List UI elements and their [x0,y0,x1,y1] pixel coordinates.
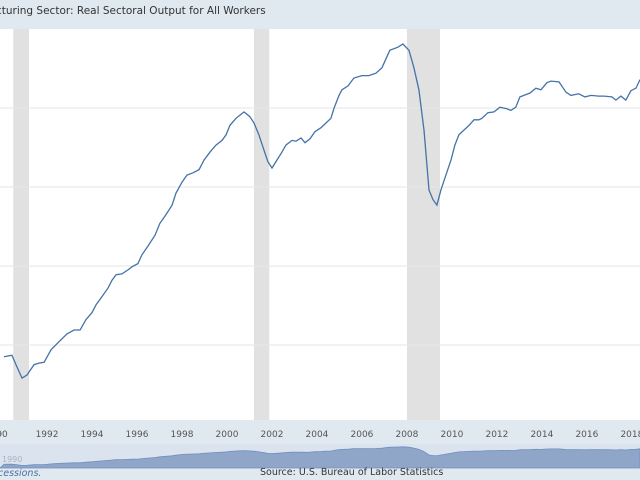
x-tick-label: 1994 [81,430,104,440]
x-tick-label: 2016 [575,430,598,440]
x-tick-label: 2002 [261,430,284,440]
x-tick-label: 90 [0,430,8,440]
x-tick-label: 2012 [485,430,508,440]
navigator-area [0,446,640,469]
x-tick-label: 2018 [620,430,640,440]
recession-note: cessions. [0,468,42,479]
source-text: Source: U.S. Bureau of Labor Statistics [260,467,444,478]
recession-band [13,29,30,420]
recession-bands [13,29,441,420]
series-group [3,43,640,380]
recession-band [406,29,441,420]
x-tick-label: 2000 [216,430,239,440]
gridlines [0,107,640,346]
navigator-label: 1990 [2,455,22,464]
x-tick-label: 2004 [306,430,329,440]
x-tick-label: 1996 [126,430,149,440]
x-tick-label: 2006 [351,430,374,440]
series-line [3,43,640,380]
x-tick-label: 2014 [530,430,553,440]
x-tick-label: 2010 [440,430,463,440]
x-tick-label: 2008 [395,430,418,440]
x-axis: 90 1992 1994 1996 1998 2000 2002 2004 2006 2008 20… [0,430,640,440]
chart-title: cturing Sector: Real Sectoral Output for… [0,5,266,17]
range-navigator[interactable]: 1990 [0,444,640,469]
recession-band [253,29,270,420]
x-tick-label: 1998 [171,430,194,440]
x-tick-label: 1992 [36,430,59,440]
plot-area [0,29,640,420]
